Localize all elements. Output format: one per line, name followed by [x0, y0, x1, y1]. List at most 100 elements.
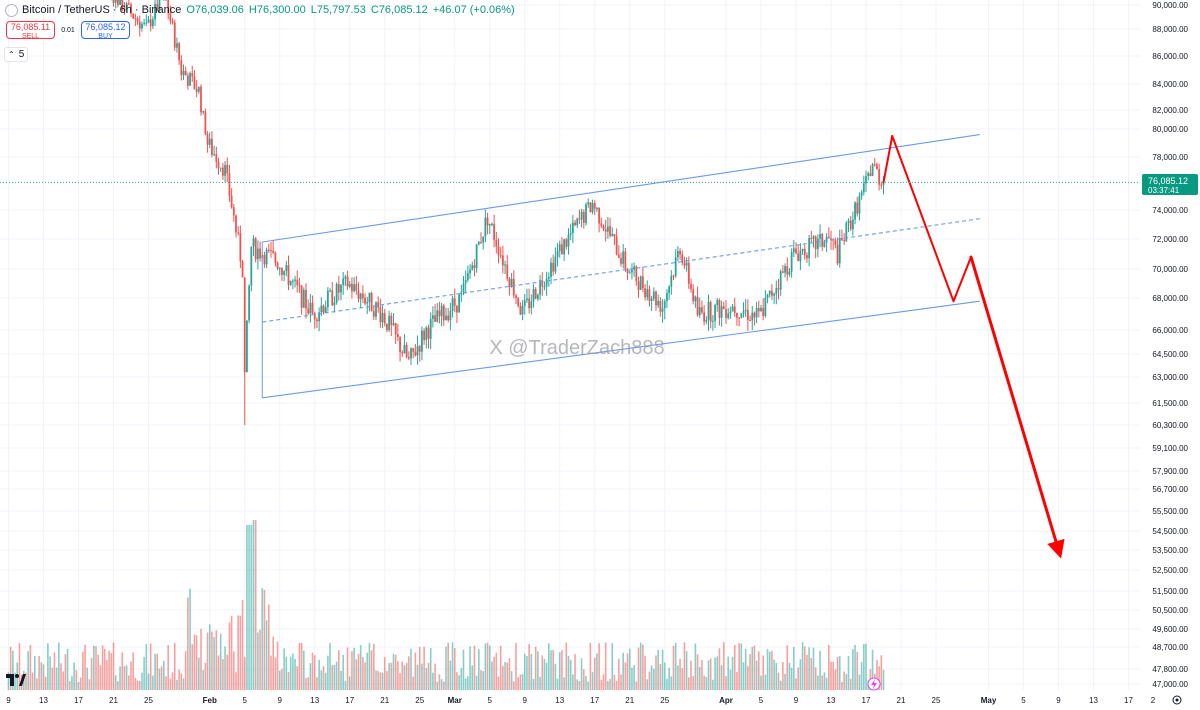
- projection-path[interactable]: [882, 135, 1065, 559]
- candle-body: [585, 204, 587, 223]
- candle-body: [158, 0, 161, 11]
- candle-body: [790, 252, 793, 272]
- time-axis-bg: [0, 690, 1200, 710]
- lightning-icon[interactable]: [867, 677, 881, 691]
- candle-body: [838, 238, 841, 264]
- volume-bar: [309, 663, 312, 690]
- volume-bar: [742, 662, 745, 690]
- candle-body: [869, 173, 872, 176]
- time-axis-label: Mar: [448, 696, 462, 705]
- candle-body: [186, 75, 189, 86]
- price-axis[interactable]: 90,000.00 88,000.00 86,000.00 84,000.00 82,0…: [1140, 0, 1200, 690]
- volume-bar: [666, 678, 668, 690]
- candle-body: [237, 232, 240, 234]
- candle-body: [114, 0, 117, 3]
- channel-lines[interactable]: [261, 134, 980, 399]
- volume-bar: [254, 520, 257, 690]
- candle-body: [316, 319, 318, 322]
- volume-bar: [674, 642, 677, 690]
- candle-body: [550, 262, 552, 278]
- volume-bar: [736, 671, 738, 690]
- volume-bar: [250, 525, 253, 690]
- buy-button[interactable]: 76,085.12 BUY: [81, 21, 130, 40]
- volume-bar: [707, 660, 710, 690]
- channel-upper-line[interactable]: [262, 134, 980, 243]
- candle-body: [123, 9, 126, 11]
- candle-body: [781, 271, 784, 273]
- volume-bar: [777, 672, 780, 690]
- volume-bar: [75, 670, 78, 690]
- symbol-title[interactable]: Bitcoin / TetherUS · 6h · Binance: [22, 4, 182, 16]
- time-axis-label: 25: [932, 696, 941, 705]
- volume-bar: [123, 666, 126, 690]
- candle-body: [434, 315, 436, 322]
- time-axis[interactable]: 9 13 17 21 25 Feb 5 9 13 17 21 25 Mar 5 9 13 17 21 25 Apr 5 9…: [0, 677, 1200, 710]
- volume-bar: [725, 676, 727, 690]
- candle-body: [593, 203, 596, 209]
- projection-segment[interactable]: [952, 256, 972, 303]
- projection-segment[interactable]: [891, 135, 955, 303]
- volume-bar: [364, 662, 366, 690]
- candle-body: [285, 265, 288, 272]
- volume-bar: [12, 650, 14, 690]
- volume-bar: [663, 662, 666, 690]
- volume-bar: [106, 659, 108, 690]
- volume-bar: [392, 653, 395, 690]
- candle-body: [720, 306, 723, 318]
- volume-bar: [270, 655, 272, 690]
- candle-body: [250, 246, 253, 286]
- volume-bar: [434, 663, 436, 690]
- candle-body: [340, 285, 342, 293]
- volume-bar: [747, 666, 749, 690]
- volume-bar: [528, 644, 530, 690]
- candle-body: [263, 255, 266, 265]
- channel-lower-line[interactable]: [262, 300, 980, 399]
- volume-bar: [47, 643, 49, 690]
- projection-segment[interactable]: [969, 255, 1065, 559]
- candle-body: [722, 306, 725, 310]
- indicators-toggle-button[interactable]: ⌃ 5: [4, 47, 29, 62]
- volume-bar: [274, 657, 277, 690]
- candle-body: [167, 0, 170, 14]
- candle-body: [442, 305, 445, 321]
- volume-bar: [589, 642, 592, 690]
- volume-bar: [333, 664, 336, 690]
- volume-bar: [843, 671, 845, 690]
- volume-bar: [602, 674, 605, 690]
- channel-mid-line[interactable]: [262, 218, 980, 323]
- volume-bar: [799, 659, 802, 690]
- candle-body: [727, 313, 730, 319]
- volume-bar: [574, 654, 576, 690]
- volume-bar: [53, 652, 56, 690]
- volume-bar: [425, 668, 428, 690]
- projection-segment[interactable]: [882, 135, 894, 184]
- volume-bar: [727, 656, 729, 690]
- volume-bar: [626, 653, 629, 690]
- settings-gear-icon[interactable]: [1172, 695, 1182, 705]
- candle-body: [407, 356, 410, 359]
- volume-bar: [834, 669, 837, 690]
- candle-body: [517, 298, 520, 306]
- tradingview-logo-icon[interactable]: [6, 672, 26, 688]
- volume-bar: [563, 677, 565, 690]
- price-axis-label: 48,700.00: [1152, 643, 1188, 652]
- volume-bar: [812, 647, 815, 690]
- volume-bar: [95, 646, 97, 690]
- price-axis-label: 53,500.00: [1152, 546, 1188, 555]
- volume-bar: [567, 655, 570, 690]
- candle-body: [536, 294, 539, 299]
- volume-bar: [103, 648, 106, 690]
- candle-body: [421, 330, 423, 352]
- volume-bar: [82, 651, 84, 690]
- sell-button[interactable]: 76,085.11 SELL: [6, 21, 55, 40]
- volume-bar: [182, 678, 185, 690]
- volume-bar: [878, 666, 880, 690]
- candle-body: [383, 313, 386, 324]
- volume-bar: [348, 676, 351, 690]
- volume-bar: [639, 642, 642, 690]
- candle-body: [480, 241, 482, 243]
- volume-bar: [539, 676, 541, 690]
- volume-bar: [661, 649, 664, 690]
